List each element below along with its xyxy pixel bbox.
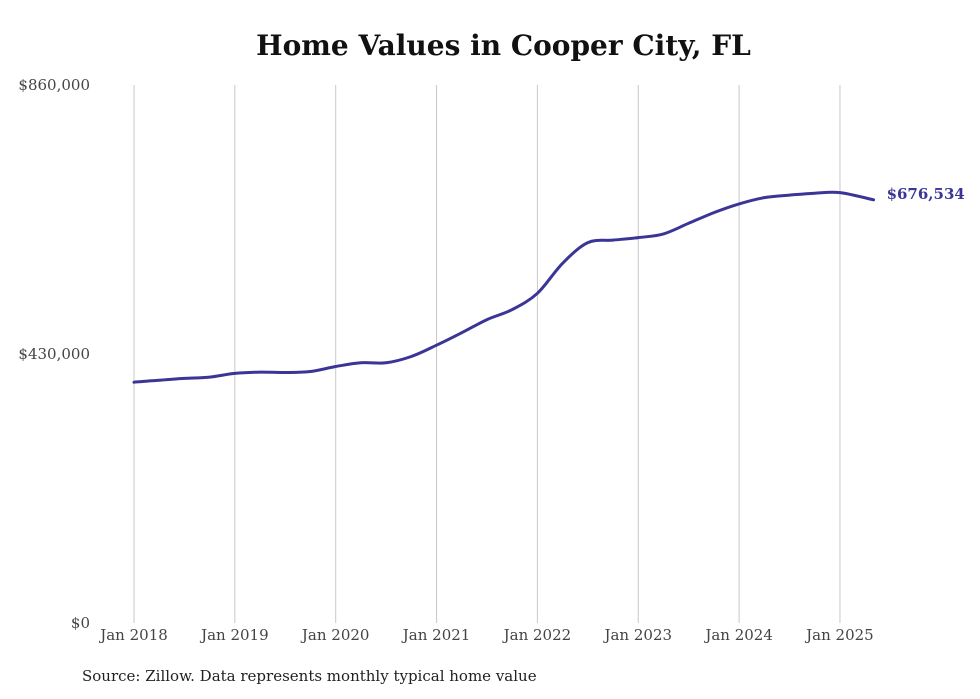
y-tick-label: $0 xyxy=(71,614,90,632)
x-tick-label: Jan 2020 xyxy=(300,626,370,644)
gridlines xyxy=(133,85,841,623)
x-tick-label: Jan 2025 xyxy=(804,626,874,644)
y-tick-label: $430,000 xyxy=(18,345,90,363)
series-line xyxy=(132,190,876,384)
y-tick-label: $860,000 xyxy=(18,76,90,94)
y-axis-ticks: $0 $430,000 $860,000 xyxy=(18,76,90,632)
x-tick-label: Jan 2023 xyxy=(602,626,672,644)
x-tick-label: Jan 2021 xyxy=(401,626,471,644)
chart-title: Home Values in Cooper City, FL xyxy=(256,29,751,62)
end-value-label: $676,534 xyxy=(887,185,965,203)
source-note: Source: Zillow. Data represents monthly … xyxy=(82,667,537,685)
x-tick-label: Jan 2024 xyxy=(703,626,773,644)
x-tick-label: Jan 2018 xyxy=(98,626,168,644)
x-tick-label: Jan 2022 xyxy=(502,626,572,644)
data-labels: $676,534 xyxy=(887,185,965,203)
series-lines xyxy=(132,190,876,384)
x-tick-label: Jan 2019 xyxy=(199,626,269,644)
x-axis-ticks: Jan 2018 Jan 2019 Jan 2020 Jan 2021 Jan 2022… xyxy=(98,626,874,644)
